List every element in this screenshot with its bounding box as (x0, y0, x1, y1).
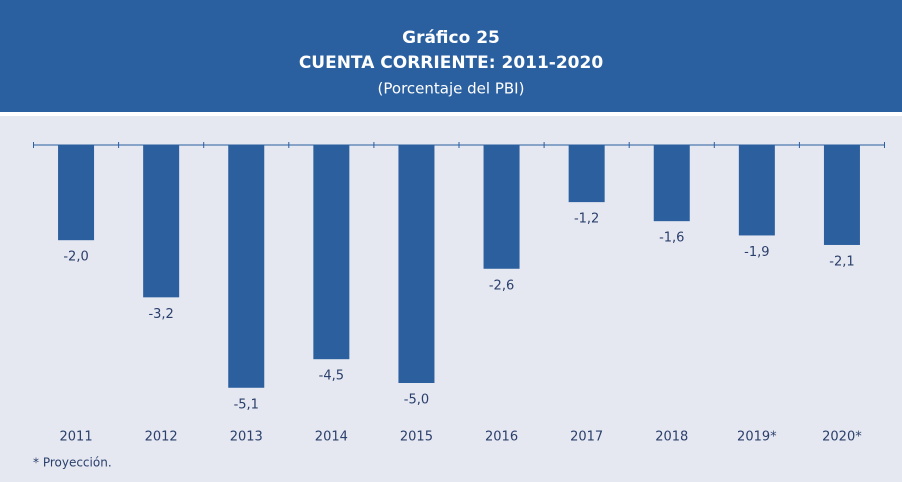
value-label: -1,9 (744, 245, 769, 260)
bar (823, 145, 860, 245)
value-label: -2,6 (489, 278, 514, 293)
chart-title: Gráfico 25 (402, 28, 500, 48)
x-tick-label: 2015 (400, 430, 433, 445)
x-tick-label: 2012 (145, 430, 178, 445)
value-label: -1,2 (574, 212, 599, 227)
bar (738, 145, 775, 236)
bar (653, 145, 690, 222)
x-tick-label: 2011 (60, 430, 93, 445)
bar (58, 145, 95, 241)
chart-subtitle: CUENTA CORRIENTE: 2011-2020 (299, 53, 604, 73)
bar (313, 145, 350, 360)
value-label: -2,1 (829, 254, 854, 269)
x-tick-label: 2019* (737, 430, 777, 445)
value-label: -3,2 (148, 307, 173, 322)
value-label: -5,1 (234, 397, 259, 412)
value-label: -1,6 (659, 231, 684, 246)
footnote: * Proyección. (33, 456, 112, 470)
bar (398, 145, 435, 383)
value-label: -4,5 (319, 369, 344, 384)
x-tick-label: 2020* (822, 430, 862, 445)
bar (228, 145, 265, 388)
bar (568, 145, 605, 203)
x-tick-label: 2018 (655, 430, 688, 445)
value-label: -5,0 (404, 393, 429, 408)
header-band (0, 0, 902, 112)
bar (483, 145, 520, 269)
bar (143, 145, 180, 298)
value-label: -2,0 (63, 250, 88, 265)
x-tick-label: 2017 (570, 430, 603, 445)
x-tick-label: 2016 (485, 430, 518, 445)
x-tick-label: 2014 (315, 430, 348, 445)
x-tick-label: 2013 (230, 430, 263, 445)
unit-label: (Porcentaje del PBI) (378, 80, 525, 98)
